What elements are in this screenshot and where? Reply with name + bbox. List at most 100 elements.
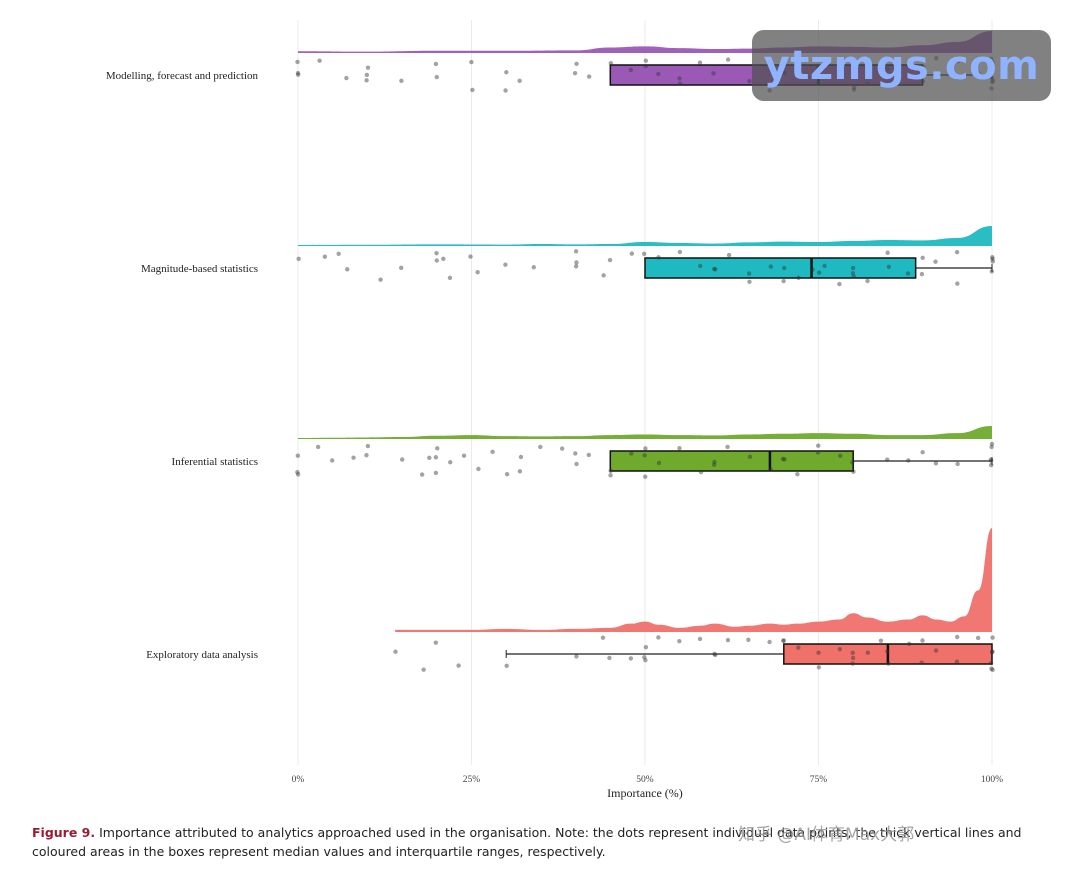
x-tick-label: 75%: [810, 775, 828, 785]
data-point: [865, 278, 870, 284]
caption-text: Importance attributed to analytics appro…: [32, 825, 1022, 859]
data-point: [850, 655, 856, 661]
x-axis-title: Importance (%): [607, 786, 683, 800]
data-point: [955, 281, 960, 286]
data-point: [850, 661, 855, 666]
data-point: [850, 265, 856, 271]
data-point: [989, 649, 995, 655]
data-point: [810, 267, 815, 272]
data-point: [399, 78, 404, 84]
category-label: Magnitude-based statistics: [141, 263, 258, 275]
data-point: [434, 74, 439, 80]
data-point: [296, 256, 301, 262]
watermark-secondary: 知乎 @AI体育Max大郭: [738, 825, 915, 845]
data-point: [573, 264, 579, 269]
data-point: [975, 635, 981, 641]
iqr-box: [609, 450, 854, 472]
data-point: [574, 61, 579, 66]
chart-area: Modelling, forecast and prediction Magnit…: [106, 20, 1003, 800]
data-point: [850, 460, 855, 465]
category-label: Inferential statistics: [172, 456, 258, 468]
data-point: [608, 468, 613, 474]
data-point: [573, 249, 579, 254]
data-point: [351, 455, 356, 460]
data-point: [781, 638, 786, 644]
data-point: [295, 59, 300, 65]
data-point: [989, 269, 994, 274]
data-point: [461, 453, 467, 458]
data-point: [427, 455, 432, 460]
data-point: [447, 275, 453, 281]
data-point: [656, 255, 661, 260]
data-point: [364, 72, 370, 78]
data-point: [517, 78, 522, 84]
data-point: [850, 270, 856, 276]
data-point: [747, 78, 752, 84]
data-point: [378, 277, 383, 282]
data-point: [990, 635, 995, 640]
data-point: [919, 660, 924, 665]
density-cloud: [298, 426, 992, 439]
data-point: [364, 453, 369, 458]
data-point: [796, 645, 801, 650]
data-point: [747, 454, 753, 460]
data-point: [954, 659, 960, 664]
data-point: [697, 60, 703, 65]
data-point: [712, 459, 717, 465]
data-point: [920, 638, 925, 643]
data-point: [656, 635, 661, 640]
data-point: [919, 271, 925, 277]
data-point: [517, 469, 523, 474]
data-point: [643, 657, 648, 663]
data-point: [920, 255, 925, 261]
data-point: [988, 458, 994, 463]
data-point: [574, 260, 579, 265]
data-point: [781, 278, 786, 284]
data-point: [419, 472, 425, 477]
data-point: [608, 473, 613, 478]
data-point: [421, 667, 426, 672]
data-point: [677, 638, 682, 644]
data-point: [851, 469, 856, 474]
data-point: [746, 637, 751, 642]
x-tick-label: 0%: [292, 775, 305, 785]
figure-caption: Figure 9. Importance attributed to analy…: [32, 823, 1067, 861]
data-point: [725, 444, 730, 450]
data-point: [433, 61, 439, 67]
data-point: [434, 258, 439, 263]
data-point: [600, 635, 606, 640]
data-point: [782, 457, 787, 462]
category-label: Modelling, forecast and prediction: [106, 70, 259, 82]
data-point: [677, 76, 682, 81]
data-point: [815, 450, 821, 455]
data-point: [677, 81, 683, 87]
data-point: [906, 641, 912, 647]
data-point: [503, 262, 508, 267]
data-point: [643, 58, 649, 63]
data-point: [816, 443, 821, 448]
watermark-text: ytzmgs.com: [763, 42, 1040, 89]
x-tick-label: 100%: [981, 775, 1003, 785]
data-point: [574, 654, 579, 659]
data-point: [538, 444, 543, 450]
watermark-badge: ytzmgs.com: [752, 30, 1051, 101]
data-point: [504, 471, 510, 477]
data-point: [713, 267, 718, 272]
data-point: [885, 457, 890, 462]
data-point: [990, 255, 995, 260]
data-point: [850, 650, 855, 656]
data-point: [448, 460, 453, 465]
data-point: [295, 470, 300, 475]
data-point: [656, 460, 662, 466]
density-cloud: [395, 528, 992, 632]
data-point: [607, 655, 612, 661]
data-point: [989, 441, 995, 447]
data-point: [559, 446, 565, 451]
data-point: [988, 457, 994, 462]
data-point: [795, 472, 800, 477]
data-point: [796, 275, 801, 280]
data-point: [990, 256, 995, 262]
data-point: [504, 663, 509, 669]
data-point: [816, 665, 822, 670]
data-point: [837, 281, 842, 287]
